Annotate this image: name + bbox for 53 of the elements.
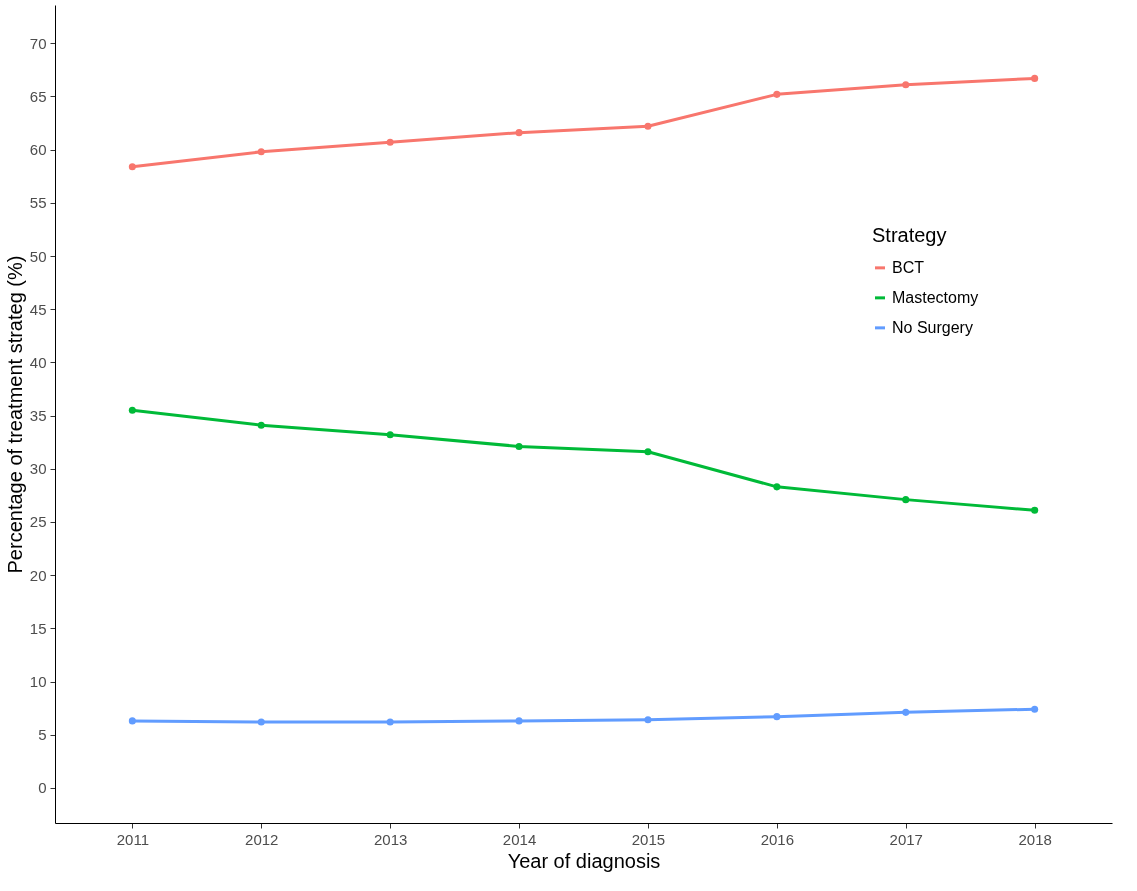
y-tick-label: 45	[29, 300, 47, 318]
y-tick-label: 50	[29, 247, 47, 265]
point	[644, 716, 652, 724]
y-tick-label: 70	[29, 34, 47, 52]
point	[1031, 705, 1039, 713]
y-tick-label: 30	[29, 460, 47, 478]
point	[257, 421, 265, 429]
point	[257, 148, 265, 156]
legend-title: Strategy	[872, 223, 947, 246]
y-tick-label: 60	[29, 141, 47, 159]
point	[257, 718, 265, 726]
legend-label: No Surgery	[892, 318, 973, 336]
y-tick-label: 55	[29, 194, 47, 212]
point	[386, 431, 394, 439]
y-tick-label: 65	[29, 87, 47, 105]
point	[515, 129, 523, 137]
point	[773, 713, 781, 721]
y-tick-label: 5	[38, 726, 47, 744]
point	[644, 122, 652, 130]
point	[773, 90, 781, 98]
point	[128, 717, 136, 725]
point	[902, 81, 910, 89]
x-tick-label: 2015	[631, 830, 666, 848]
y-tick-label: 10	[29, 673, 47, 691]
point	[128, 163, 136, 171]
legend-label: Mastectomy	[892, 288, 979, 306]
point	[515, 442, 523, 450]
y-tick-label: 35	[29, 407, 47, 425]
point	[386, 138, 394, 146]
x-axis-title: Year of diagnosis	[507, 849, 661, 872]
x-tick-label: 2017	[889, 830, 923, 848]
y-tick-label: 0	[38, 779, 47, 797]
point	[902, 708, 910, 716]
y-tick-label: 15	[29, 619, 47, 637]
point	[128, 406, 136, 414]
y-tick-label: 40	[29, 353, 47, 371]
point	[644, 448, 652, 456]
x-tick-label: 2018	[1018, 830, 1052, 848]
point	[773, 483, 781, 491]
point	[386, 718, 394, 726]
point	[1031, 506, 1039, 514]
y-axis-title: Percentage of treatment strateg (%)	[3, 255, 26, 574]
legend-label: BCT	[892, 258, 925, 276]
point	[515, 717, 523, 725]
x-tick-label: 2013	[373, 830, 408, 848]
point	[902, 496, 910, 504]
point	[1031, 74, 1039, 82]
y-tick-label: 20	[29, 566, 47, 584]
x-tick-label: 2012	[245, 830, 279, 848]
x-tick-label: 2014	[502, 830, 537, 848]
x-tick-label: 2011	[116, 830, 149, 848]
y-tick-label: 25	[29, 513, 47, 531]
x-tick-label: 2016	[760, 830, 795, 848]
